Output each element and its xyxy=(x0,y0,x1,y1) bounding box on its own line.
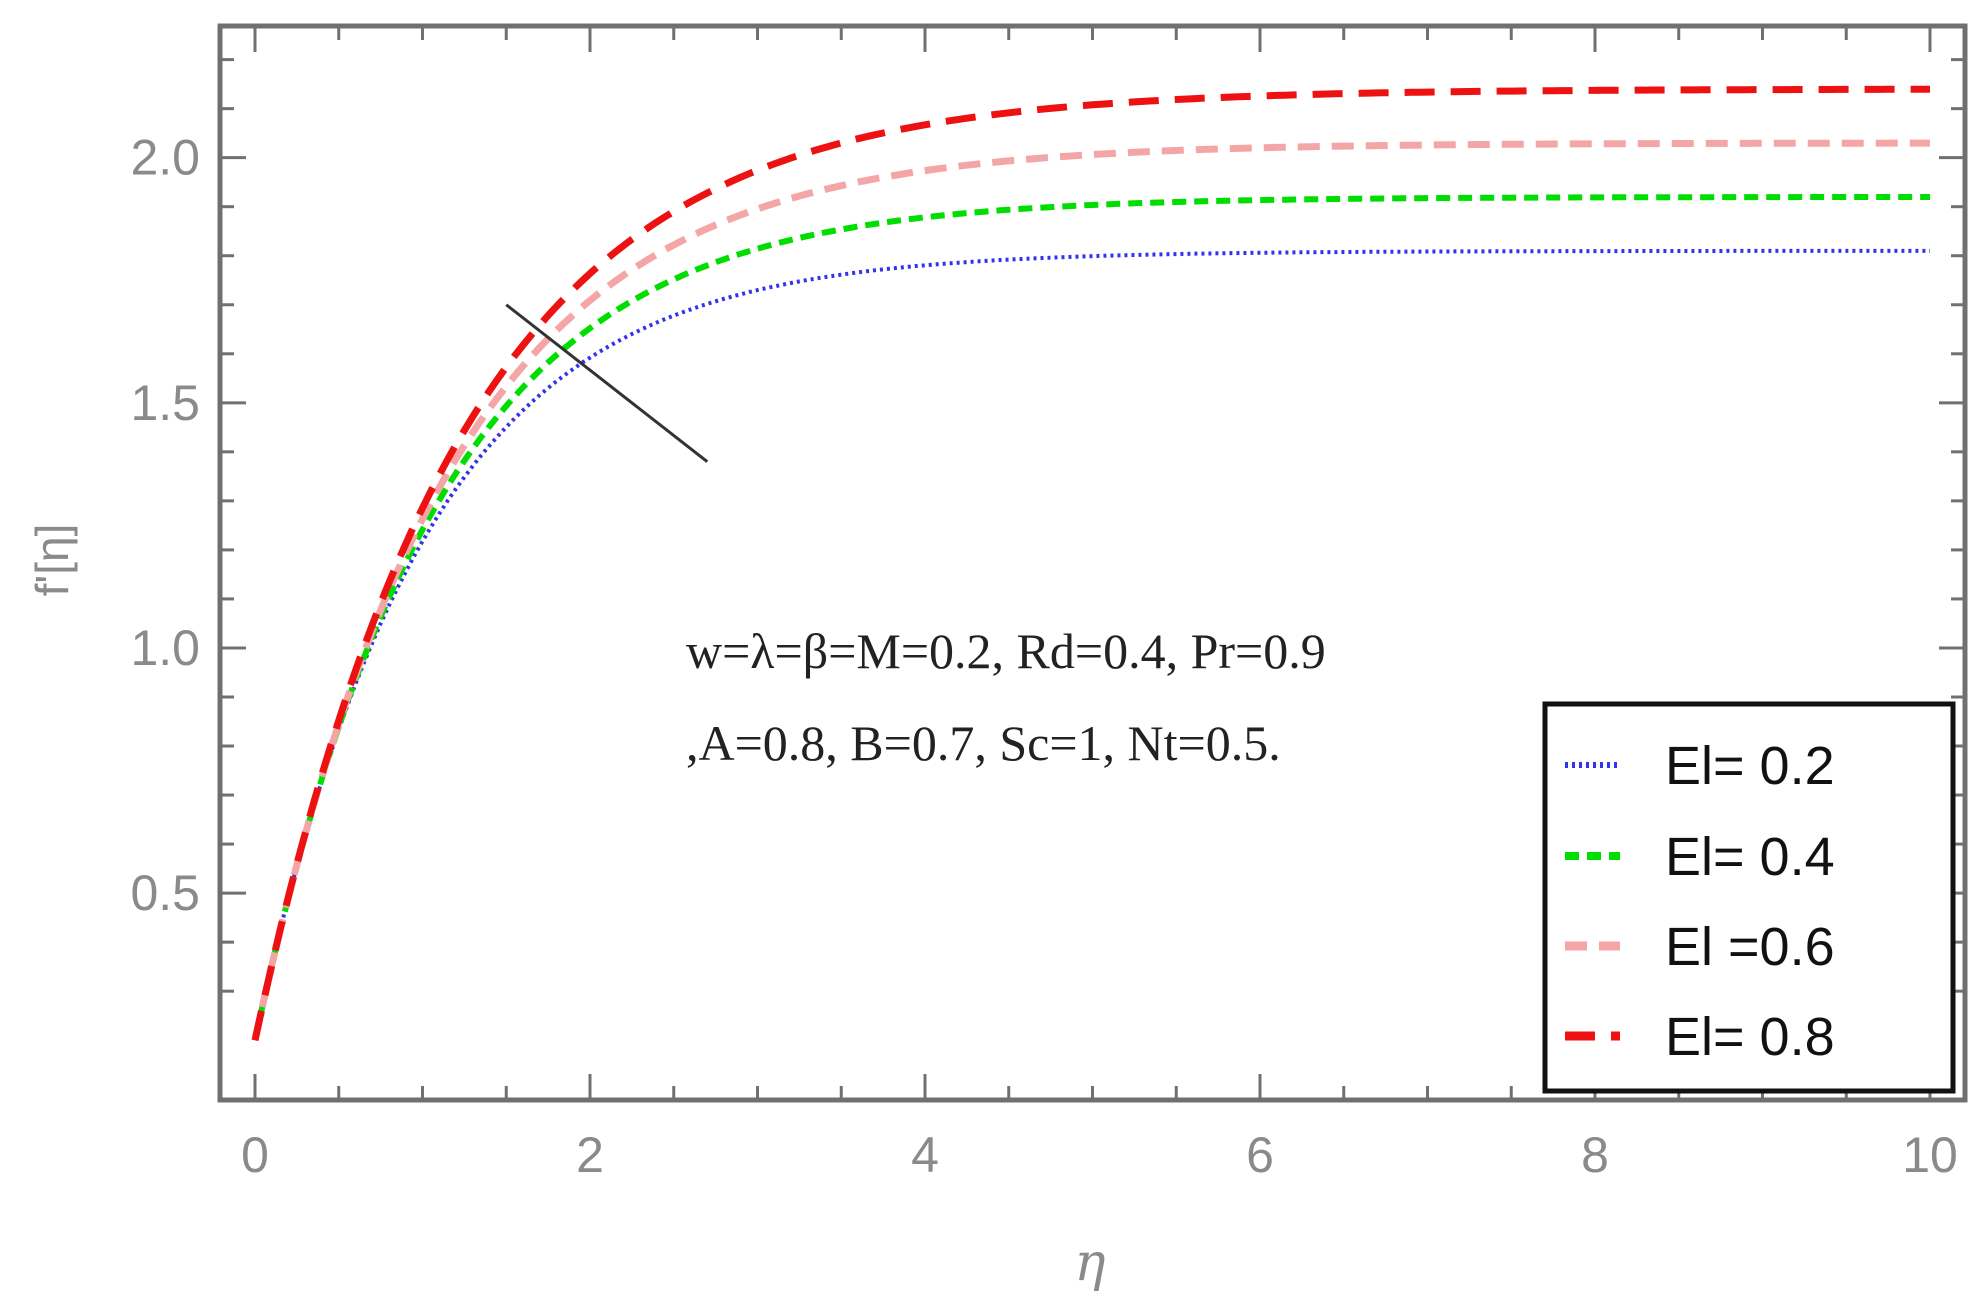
legend-label: El= 0.2 xyxy=(1665,736,1835,796)
y-tick-label: 1.5 xyxy=(130,375,200,431)
x-tick-label: 6 xyxy=(1246,1127,1274,1183)
x-tick-labels: 0 2 4 6 8 10 xyxy=(241,1127,1958,1183)
x-tick-label: 8 xyxy=(1581,1127,1609,1183)
y-tick-label: 0.5 xyxy=(130,865,200,921)
trend-arrow-line xyxy=(505,303,709,463)
series-line-1 xyxy=(253,248,1930,1041)
legend-label: El =0.6 xyxy=(1665,917,1835,977)
y-tick-label: 1.0 xyxy=(130,620,200,676)
series-line-3 xyxy=(251,139,1930,1041)
y-tick-labels: 0.5 1.0 1.5 2.0 xyxy=(130,130,200,921)
legend-label: El= 0.4 xyxy=(1665,827,1835,887)
parameter-note-line-2: ,A=0.8, B=0.7, Sc=1, Nt=0.5. xyxy=(686,715,1281,771)
legend-box xyxy=(1542,701,1956,1094)
series-layer xyxy=(251,85,1930,1041)
legend-label: El= 0.8 xyxy=(1665,1007,1835,1067)
y-axis-title: f'[η] xyxy=(26,524,78,597)
parameter-note-line-1: w=λ=β=M=0.2, Rd=0.4, Pr=0.9 xyxy=(686,623,1326,679)
x-axis-title: η xyxy=(1074,1233,1105,1293)
x-tick-label: 0 xyxy=(241,1127,269,1183)
x-tick-label: 4 xyxy=(911,1127,939,1183)
x-tick-label: 10 xyxy=(1902,1127,1958,1183)
x-tick-label: 2 xyxy=(576,1127,604,1183)
legend: El= 0.2 El= 0.4 El =0.6 El= 0.8 xyxy=(1542,701,1956,1094)
series-line-4 xyxy=(251,85,1930,1041)
series-line-2 xyxy=(252,194,1930,1041)
y-tick-label: 2.0 xyxy=(130,130,200,186)
